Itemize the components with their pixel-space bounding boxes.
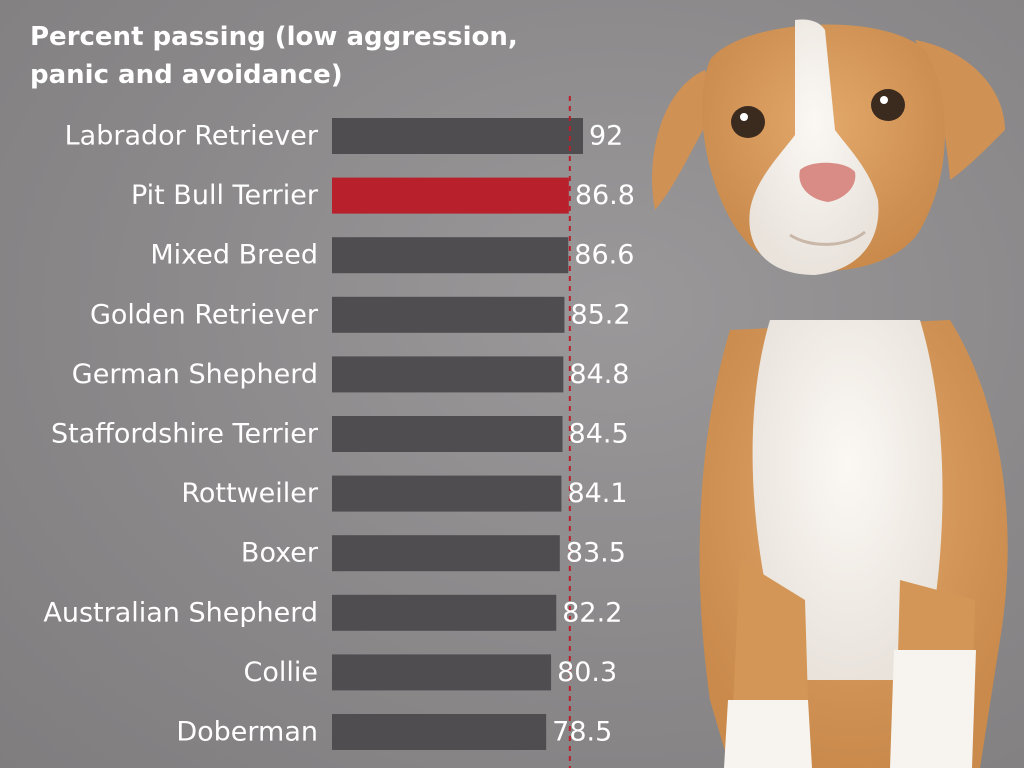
puppy-photo — [652, 19, 1008, 768]
bar-pit-bull-terrier — [332, 177, 569, 214]
puppy-chest — [752, 320, 943, 680]
bar-german-shepherd — [332, 356, 564, 393]
bar-boxer — [332, 535, 560, 572]
puppy-blaze — [749, 19, 879, 276]
value-label-labrador-retriever: 92 — [589, 121, 623, 152]
category-label-staffordshire-terrier: Staffordshire Terrier — [51, 419, 319, 450]
puppy-nose — [799, 162, 856, 202]
value-label-australian-shepherd: 82.2 — [562, 597, 622, 628]
bar-australian-shepherd — [332, 594, 557, 631]
value-label-mixed-breed: 86.6 — [574, 240, 634, 271]
value-label-golden-retriever: 85.2 — [570, 299, 630, 330]
category-label-golden-retriever: Golden Retriever — [90, 299, 319, 330]
category-label-pit-bull-terrier: Pit Bull Terrier — [131, 180, 319, 211]
bar-labrador-retriever — [332, 118, 583, 154]
labels-layer: Labrador Retriever 92 Pit Bull Terrier 86.8… — [43, 121, 635, 748]
chart-title: Percent passing (low aggression, panic a… — [30, 22, 518, 90]
value-label-german-shepherd: 84.8 — [569, 359, 629, 390]
bars-layer — [332, 118, 583, 750]
bar-golden-retriever — [332, 296, 565, 333]
puppy-mouth — [789, 230, 866, 246]
category-label-mixed-breed: Mixed Breed — [150, 240, 318, 271]
puppy-right-ear — [915, 40, 1005, 180]
category-label-collie: Collie — [244, 657, 319, 688]
value-label-staffordshire-terrier: 84.5 — [569, 419, 629, 450]
category-label-labrador-retriever: Labrador Retriever — [65, 121, 319, 152]
puppy-left-ear — [652, 70, 715, 210]
puppy-left-paw — [724, 700, 812, 768]
bar-collie — [332, 654, 552, 691]
bar-staffordshire-terrier — [332, 416, 563, 452]
category-label-boxer: Boxer — [241, 538, 319, 569]
bar-rottweiler — [332, 475, 562, 512]
puppy-right-eye — [871, 89, 905, 121]
puppy-left-eye — [731, 106, 765, 138]
puppy-right-paw — [890, 650, 976, 768]
value-label-collie: 80.3 — [557, 657, 617, 688]
category-label-doberman: Doberman — [176, 717, 318, 748]
value-label-doberman: 78.5 — [552, 717, 612, 748]
value-label-boxer: 83.5 — [566, 538, 626, 569]
value-label-pit-bull-terrier: 86.8 — [575, 180, 635, 211]
category-label-rottweiler: Rottweiler — [181, 478, 319, 509]
bar-doberman — [332, 714, 547, 750]
category-label-german-shepherd: German Shepherd — [72, 359, 318, 390]
bar-mixed-breed — [332, 237, 569, 274]
value-label-rottweiler: 84.1 — [567, 478, 627, 509]
category-label-australian-shepherd: Australian Shepherd — [43, 597, 318, 628]
bar-chart: Labrador Retriever 92 Pit Bull Terrier 86.8… — [43, 96, 635, 768]
